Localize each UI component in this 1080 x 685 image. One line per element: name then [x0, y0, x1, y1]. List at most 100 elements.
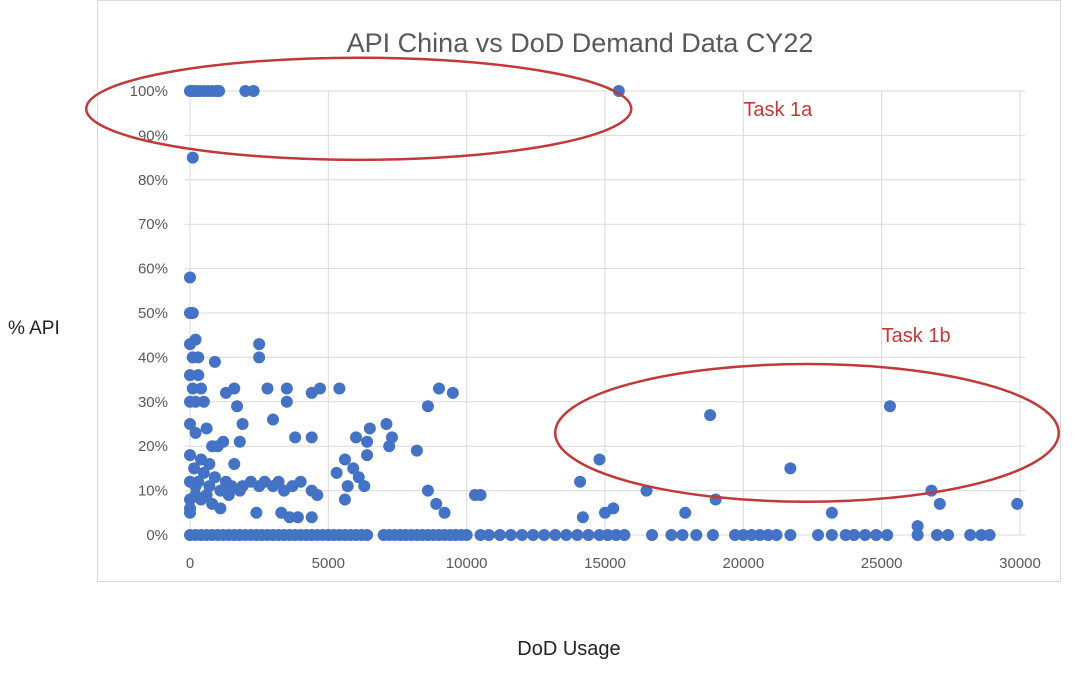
data-point: [330, 466, 343, 479]
data-point: [770, 529, 783, 541]
data-point: [460, 529, 473, 541]
data-point: [217, 435, 230, 448]
y-tick-label: 10%: [138, 483, 168, 500]
data-point: [222, 489, 235, 502]
data-point: [280, 395, 293, 408]
data-point: [280, 382, 293, 395]
data-point: [745, 529, 758, 541]
x-tick-label: 20000: [722, 555, 764, 572]
data-point: [200, 489, 213, 502]
data-point: [272, 475, 285, 488]
data-point: [975, 529, 988, 541]
data-point: [311, 489, 324, 502]
data-point: [208, 355, 221, 368]
data-point: [341, 480, 354, 493]
y-tick-label: 100%: [130, 83, 168, 100]
data-point: [676, 529, 689, 541]
data-point: [911, 529, 924, 541]
data-point: [239, 85, 252, 97]
x-tick-label: 0: [186, 555, 194, 572]
y-tick-label: 0%: [146, 527, 168, 544]
data-point: [195, 382, 208, 395]
data-point: [186, 151, 199, 164]
chart-title: API China vs DoD Demand Data CY22: [347, 28, 814, 58]
y-tick-label: 30%: [138, 394, 168, 411]
data-point: [574, 475, 587, 488]
annotation-label: Task 1b: [882, 325, 951, 347]
data-point: [433, 382, 445, 395]
y-tick-label: 70%: [138, 216, 168, 233]
data-point: [881, 529, 894, 541]
data-point: [538, 529, 551, 541]
data-point: [305, 511, 318, 524]
data-point: [527, 529, 540, 541]
y-axis-label: % API: [8, 318, 60, 339]
data-point: [184, 395, 196, 408]
data-point: [582, 529, 595, 541]
data-point: [571, 529, 584, 541]
data-point: [361, 529, 374, 541]
data-point: [192, 475, 205, 488]
data-point: [646, 529, 659, 541]
data-point: [737, 529, 750, 541]
data-point: [933, 497, 946, 510]
data-point: [679, 506, 692, 519]
data-point: [839, 529, 852, 541]
highlight-ellipse: [85, 56, 633, 162]
data-point: [576, 511, 589, 524]
data-point: [883, 400, 896, 413]
data-point: [186, 382, 199, 395]
data-point: [192, 351, 205, 364]
data-point: [184, 418, 196, 430]
data-point: [942, 529, 955, 541]
data-point: [261, 382, 274, 395]
data-point: [347, 462, 360, 475]
data-point: [361, 449, 374, 462]
data-point: [213, 85, 226, 97]
data-point: [665, 529, 678, 541]
data-point: [358, 480, 371, 493]
data-point: [361, 435, 374, 448]
data-point: [706, 529, 719, 541]
data-point: [931, 529, 943, 541]
data-point: [294, 475, 307, 488]
data-point: [601, 529, 614, 541]
annotations: Task 1a Task 1b: [743, 99, 950, 347]
x-axis-label: DoD Usage: [517, 638, 621, 660]
data-point: [753, 529, 766, 541]
data-point: [516, 529, 528, 541]
y-tick-label: 40%: [138, 349, 168, 366]
data-point: [184, 506, 196, 519]
x-tick-label: 25000: [861, 555, 903, 572]
data-point: [709, 493, 722, 506]
x-tick-labels: 0 5000 10000 15000 20000 25000 30000: [186, 555, 1041, 572]
data-point: [338, 453, 351, 466]
data-point: [197, 466, 210, 479]
data-point: [206, 440, 219, 453]
data-point: [228, 382, 241, 395]
data-point: [1011, 497, 1024, 510]
data-point: [704, 409, 717, 422]
data-point: [493, 529, 506, 541]
highlight-ellipses: [85, 56, 1060, 503]
data-point: [438, 506, 451, 519]
data-point: [607, 502, 620, 515]
data-point: [848, 529, 860, 541]
data-point: [380, 418, 393, 430]
y-tick-label: 80%: [138, 172, 168, 189]
data-point: [593, 529, 606, 541]
y-tick-label: 60%: [138, 261, 168, 278]
data-point: [421, 484, 434, 497]
data-point: [618, 529, 631, 541]
data-point: [560, 529, 573, 541]
x-tick-label: 5000: [312, 555, 345, 572]
highlight-ellipse: [553, 362, 1060, 503]
x-tick-label: 30000: [999, 555, 1041, 572]
data-point: [236, 418, 249, 430]
gridlines: [185, 90, 1025, 536]
data-point: [189, 426, 202, 439]
data-point: [410, 444, 423, 457]
data-point: [231, 400, 244, 413]
data-point: [291, 511, 304, 524]
